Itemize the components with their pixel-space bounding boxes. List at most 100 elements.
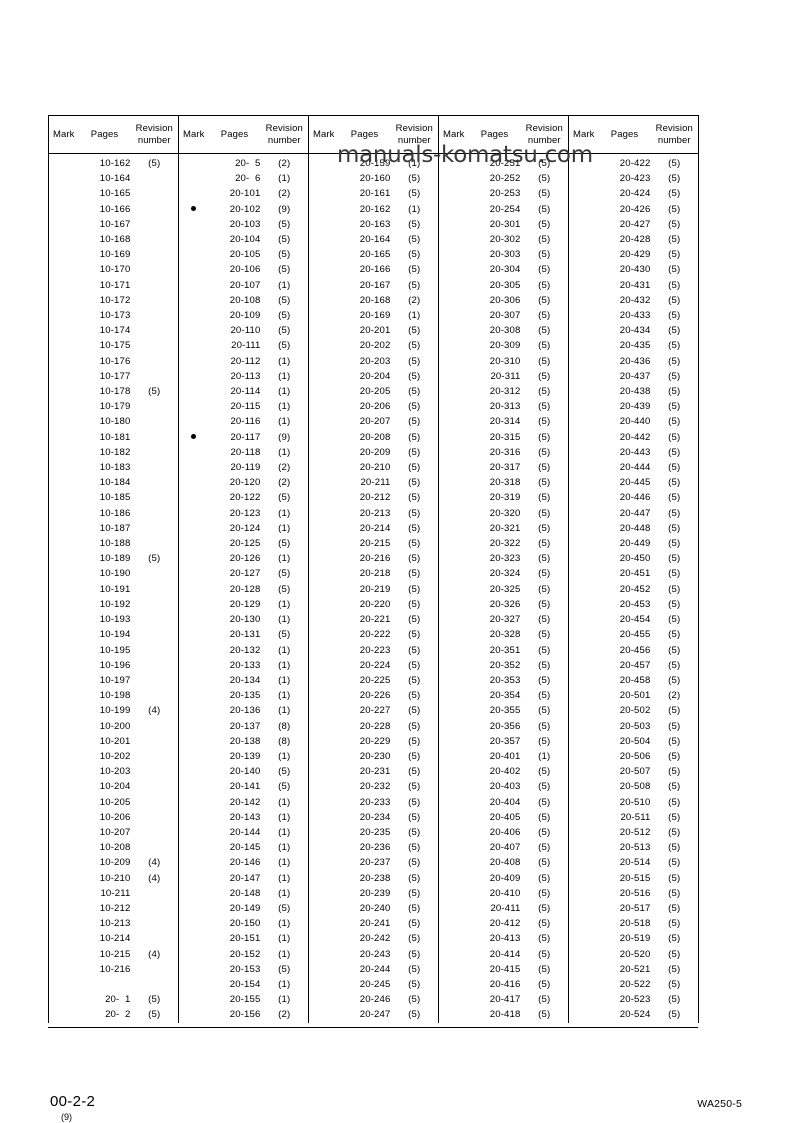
cell-page-number: 20-161 [359, 188, 391, 200]
cell-mark [178, 505, 209, 521]
cell-page-number: 20-207 [359, 416, 391, 428]
cell-mark [438, 444, 469, 461]
cell-revision-number: (5) [650, 931, 699, 947]
cell-page-number: 10-191 [99, 583, 131, 595]
cell-page-number: 10-179 [99, 401, 131, 413]
cell-revision-number: (5) [538, 158, 551, 169]
cell-mark [568, 399, 599, 415]
table-row: 10-167 20-103 (5) 20-163 (5) 20-301 (5) 20-427(… [48, 216, 699, 233]
revision-index-table: Mark Pages Revision number Mark Pages Revision… [48, 115, 699, 1023]
cell-revision-number: (5) [650, 840, 699, 856]
table-row: 10-187 20-124 (1) 20-214 (5) 20-321 (5) 20-448(… [48, 520, 699, 537]
cell-revision-number [131, 536, 179, 551]
cell-page-number: 20-252 [489, 173, 521, 185]
cell-page-number: 20-134 [229, 674, 261, 686]
cell-mark [48, 976, 79, 993]
cell-revision-number: (5) [148, 158, 161, 169]
cell-revision-number: (5) [408, 462, 421, 474]
cell-mark [48, 718, 79, 734]
cell-revision-number: (5) [408, 963, 421, 975]
cell-page-number: 20-523 [619, 994, 651, 1006]
cell-mark [178, 809, 209, 825]
cell-page-number: 20-311 [490, 370, 521, 382]
cell-mark [568, 277, 599, 293]
cell-revision-number: (1) [278, 522, 291, 534]
cell-page-number: 20-131 [229, 629, 261, 641]
cell-mark [308, 764, 339, 780]
cell-mark [568, 612, 599, 628]
cell-revision-number: (5) [650, 490, 699, 506]
cell-mark [308, 384, 339, 400]
cell-page-number: 20-519 [619, 933, 651, 945]
header-revision-line1: Revision [265, 123, 303, 134]
cell-page-number: 20-162 [359, 203, 391, 215]
cell-page-number: 20-501 [619, 690, 651, 702]
cell-page-number: 10-216 [99, 963, 131, 975]
cell-page-number: 20-238 [359, 872, 391, 884]
cell-page-number: 10-193 [99, 614, 131, 626]
cell-revision-number: (5) [408, 918, 421, 930]
header-revision-line2: number [397, 134, 431, 146]
cell-page-number: 20-301 [489, 218, 521, 230]
cell-page-number: 20- 5 [235, 158, 261, 169]
header-revision-line2: number [527, 134, 561, 146]
cell-mark [568, 292, 599, 309]
cell-page-number: 20-122 [229, 492, 261, 504]
cell-page-number: 20-218 [359, 568, 391, 580]
table-row: 10-186 20-123 (1) 20-213 (5) 20-320 (5) 20-447(… [48, 505, 699, 521]
cell-mark [308, 414, 339, 430]
cell-mark [308, 794, 339, 810]
cell-mark [48, 292, 79, 309]
cell-mark [48, 414, 79, 430]
cell-revision-number: (1) [278, 750, 291, 762]
cell-page-number: 20-149 [229, 902, 261, 914]
cell-revision-number: (4) [148, 857, 161, 869]
cell-page-number: 20-404 [489, 796, 521, 808]
cell-mark [308, 779, 339, 795]
cell-page-number: 10-183 [99, 462, 131, 474]
cell-revision-number: (5) [650, 824, 699, 841]
cell-page-number: 20-148 [229, 887, 261, 899]
cell-mark [568, 733, 599, 749]
cell-revision-number [131, 247, 179, 262]
cell-mark [308, 353, 339, 369]
table-row: 10-202 20-139 (1) 20-230 (5) 20-401 (1) 20-506(… [48, 748, 699, 765]
cell-revision-number: (5) [408, 644, 421, 656]
header-revision-line1: Revision [655, 123, 693, 134]
cell-mark [308, 216, 339, 233]
cell-page-number: 10-177 [99, 370, 131, 382]
cell-mark [438, 551, 469, 567]
cell-mark [308, 338, 339, 354]
cell-revision-number: (5) [538, 203, 551, 215]
cell-page-number: 10-169 [99, 249, 131, 261]
cell-revision-number: (5) [650, 642, 699, 658]
cell-page-number: 20-114 [230, 386, 261, 398]
cell-mark [568, 323, 599, 339]
table-header-row: Mark Pages Revision number Mark Pages Revision… [48, 115, 699, 154]
cell-page-number: 20-124 [229, 522, 261, 534]
cell-revision-number [131, 338, 179, 353]
table-row: 10-216 20-153 (5) 20-244 (5) 20-415 (5) 20-521(… [48, 961, 699, 977]
cell-page-number: 10-215 [99, 948, 131, 960]
cell-mark [568, 232, 599, 248]
cell-revision-number: (5) [650, 232, 699, 248]
cell-revision-number: (5) [650, 976, 699, 993]
cell-page-number: 20-307 [489, 310, 521, 322]
cell-mark [178, 946, 209, 962]
cell-page-number: 20-518 [619, 918, 651, 930]
cell-revision-number: (5) [650, 201, 699, 217]
cell-revision-number: (5) [148, 994, 161, 1006]
cell-revision-number: (5) [538, 355, 551, 367]
cell-revision-number: (5) [538, 401, 551, 413]
cell-revision-number [131, 658, 179, 673]
cell-mark [438, 916, 469, 932]
cell-mark [308, 262, 339, 278]
cell-mark [48, 794, 79, 810]
cell-mark [48, 247, 79, 263]
cell-revision-number: (5) [538, 781, 551, 793]
cell-mark [568, 824, 599, 841]
cell-mark [308, 292, 339, 309]
cell-mark [48, 885, 79, 901]
cell-revision-number: (5) [538, 902, 551, 914]
cell-page-number: 20-517 [619, 902, 651, 914]
